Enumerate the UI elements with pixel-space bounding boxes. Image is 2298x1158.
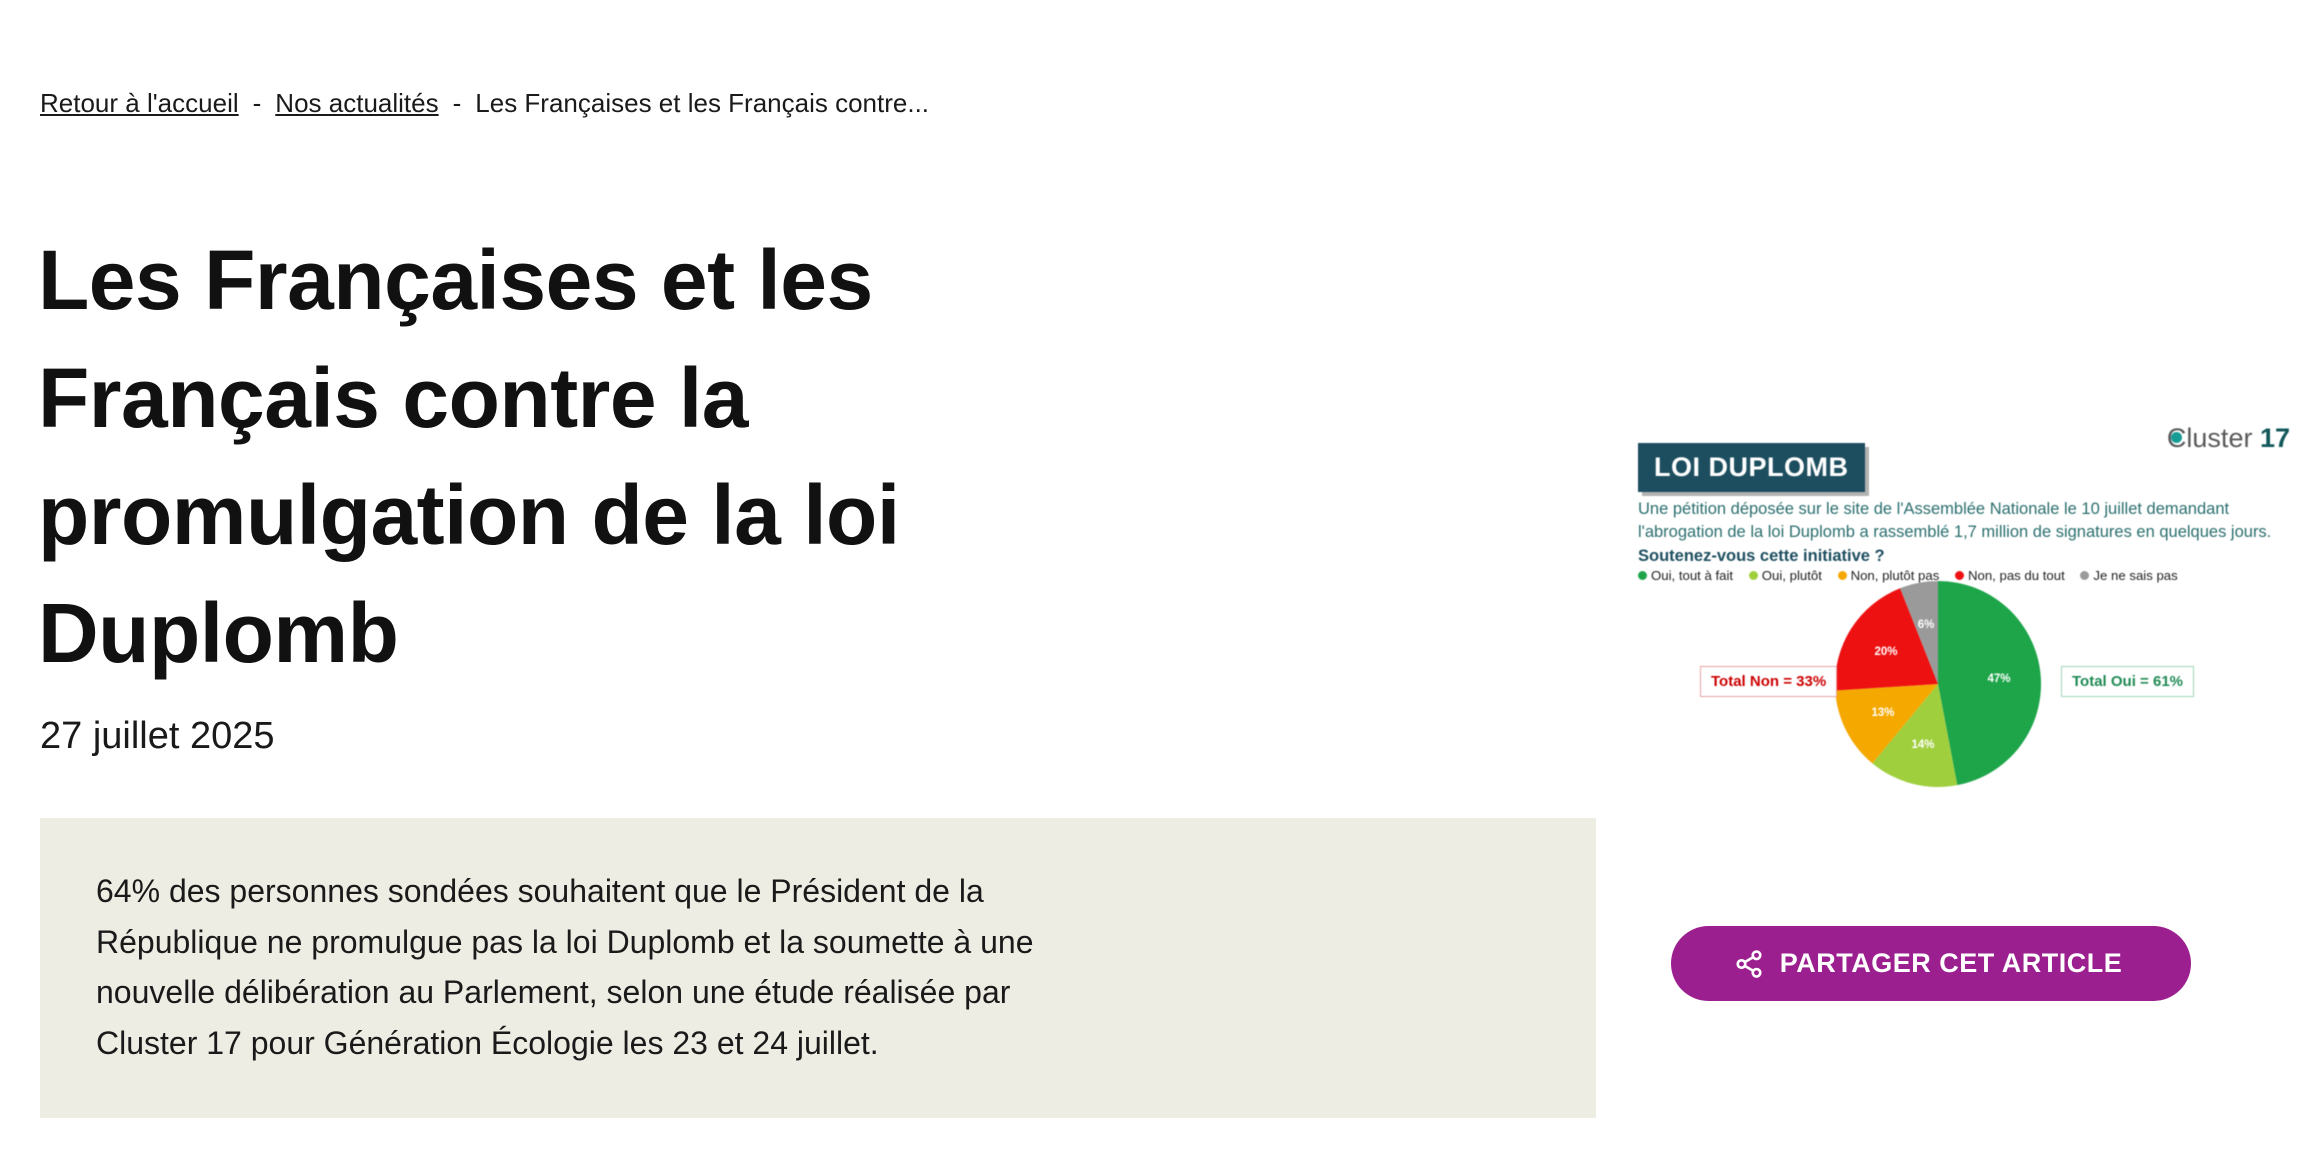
svg-text:13%: 13% bbox=[1871, 707, 1894, 719]
svg-text:47%: 47% bbox=[1987, 673, 2010, 685]
svg-text:6%: 6% bbox=[1918, 619, 1935, 631]
svg-text:20%: 20% bbox=[1874, 646, 1897, 658]
svg-text:14%: 14% bbox=[1911, 739, 1934, 751]
